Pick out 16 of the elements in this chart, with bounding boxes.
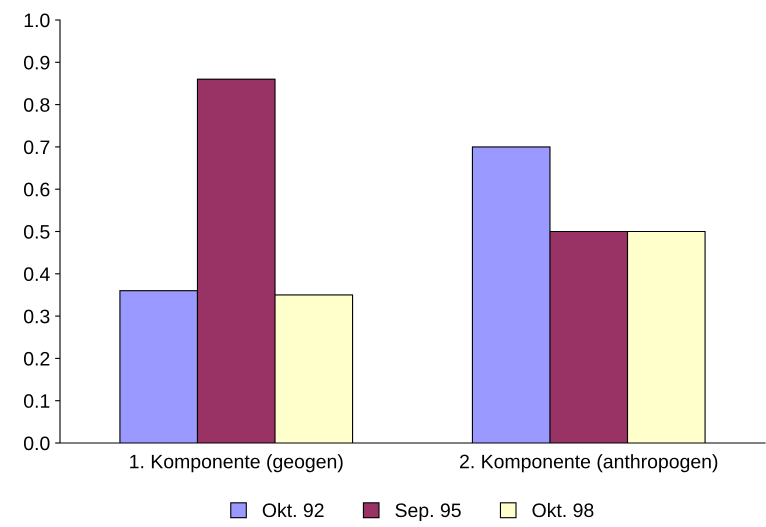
y-tick-label: 0.9 [24,56,50,70]
y-tick-label: 0.4 [24,267,50,282]
y-tick-label: 0.6 [24,182,50,196]
y-tick-label: 0.0 [24,436,50,450]
x-tick-label: 1. Komponente (geogen) [130,454,343,472]
y-tick-label: 0.2 [24,352,50,366]
legend-label: Okt. 98 [532,502,594,518]
y-tick-label: 0.5 [24,224,50,239]
y-tick-label: 1.0 [24,13,50,28]
y-tick-label: 0.8 [24,98,50,112]
y-tick-label: 0.7 [24,140,50,154]
y-tick-label: 0.1 [24,394,50,408]
x-tick-label: 2. Komponente (anthropogen) [460,454,718,472]
legend-label: Sep. 95 [395,503,461,522]
legend-label: Okt. 92 [262,502,324,518]
y-tick-label: 0.3 [24,310,50,324]
